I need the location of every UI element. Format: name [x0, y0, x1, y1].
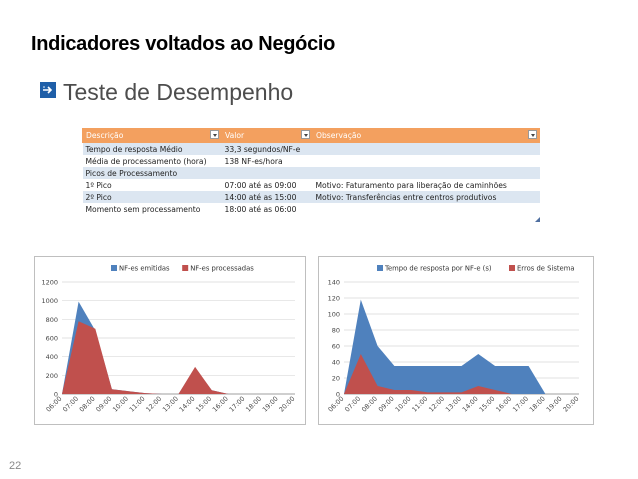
table-cell — [312, 203, 540, 215]
x-tick-label: 09:00 — [377, 395, 396, 414]
column-header-valor: Valor — [221, 128, 313, 143]
table-cell: 33,3 segundos/NF-e — [221, 142, 313, 155]
y-tick-label: 400 — [46, 353, 58, 361]
x-tick-label: 08:00 — [78, 395, 97, 414]
y-tick-label: 80 — [332, 327, 340, 335]
table-cell: 2º Pico — [82, 191, 222, 203]
table-cell: Motivo: Faturamento para liberação de ca… — [312, 179, 540, 191]
performance-table: Descrição Valor Observação Tempo de resp… — [82, 128, 540, 215]
y-tick-label: 800 — [46, 316, 58, 324]
filter-dropdown-icon[interactable] — [528, 130, 537, 139]
table-resize-handle-icon[interactable] — [535, 217, 540, 222]
column-header-label: Descrição — [86, 131, 124, 140]
x-tick-label: 10:00 — [111, 395, 130, 414]
x-tick-label: 19:00 — [261, 395, 280, 414]
table-row: 1º Pico 07:00 até as 09:00 Motivo: Fatur… — [82, 179, 540, 191]
legend-label: NF-es emitidas — [119, 265, 170, 273]
table-cell: Motivo: Transferências entre centros pro… — [312, 191, 540, 203]
column-header-label: Observação — [316, 131, 362, 140]
x-tick-label: 10:00 — [394, 395, 413, 414]
chart-tempo-resposta-erros: 0 20 40 60 80 100 120 140 06:0007:0008:0009:0010… — [318, 256, 594, 425]
y-tick-label: 60 — [332, 343, 340, 351]
legend-swatch — [111, 265, 117, 271]
table-cell: 14:00 até as 15:00 — [221, 191, 313, 203]
area-series-1 — [344, 299, 579, 394]
x-tick-label: 07:00 — [343, 395, 362, 414]
y-tick-label: 0 — [336, 391, 340, 399]
x-tick-label: 13:00 — [161, 395, 180, 414]
column-header-observacao: Observação — [312, 128, 540, 143]
slide-subtitle: Teste de Desempenho — [63, 79, 294, 105]
table-row: Picos de Processamento — [82, 167, 540, 179]
x-tick-label: 15:00 — [194, 395, 213, 414]
column-header-descricao: Descrição — [82, 128, 222, 143]
x-tick-label: 16:00 — [494, 395, 513, 414]
table-cell — [312, 155, 540, 167]
y-tick-label: 120 — [328, 295, 340, 303]
y-tick-label: 100 — [328, 311, 340, 319]
table-cell: 07:00 até as 09:00 — [221, 179, 313, 191]
area-series-2 — [62, 321, 295, 394]
legend-label: NF-es processadas — [190, 265, 254, 273]
x-tick-label: 06:00 — [327, 395, 346, 414]
x-tick-label: 14:00 — [178, 395, 197, 414]
legend-label: Tempo de resposta por NF-e (s) — [384, 265, 492, 273]
x-tick-label: 12:00 — [144, 395, 163, 414]
table-cell — [312, 142, 540, 155]
table-row: 2º Pico 14:00 até as 15:00 Motivo: Trans… — [82, 191, 540, 203]
chart-nfes-emitidas-processadas: 0 200 400 600 800 1000 1200 06:0007:0008:0009:0… — [34, 256, 306, 425]
x-tick-label: 16:00 — [211, 395, 230, 414]
x-tick-label: 09:00 — [94, 395, 113, 414]
x-tick-label: 08:00 — [360, 395, 379, 414]
x-tick-label: 20:00 — [562, 395, 581, 414]
table-cell: Momento sem processamento — [82, 203, 222, 215]
page-number: 22 — [9, 460, 22, 472]
legend-swatch — [182, 265, 189, 271]
y-tick-label: 140 — [328, 279, 340, 287]
x-tick-label: 20:00 — [278, 395, 297, 414]
x-tick-label: 17:00 — [511, 395, 530, 414]
legend-swatch — [509, 265, 515, 271]
table-cell: 1º Pico — [82, 179, 222, 191]
x-tick-label: 18:00 — [244, 395, 263, 414]
arrow-bullet-icon — [40, 82, 56, 98]
x-tick-label: 19:00 — [545, 395, 564, 414]
y-tick-label: 200 — [46, 372, 58, 380]
table-cell — [221, 167, 313, 179]
x-tick-label: 11:00 — [128, 395, 147, 414]
x-tick-label: 12:00 — [427, 395, 446, 414]
area-series-2 — [344, 354, 579, 394]
x-tick-label: 13:00 — [444, 395, 463, 414]
table-cell: Tempo de resposta Médio — [82, 142, 222, 155]
legend-label: Erros de Sistema — [517, 265, 575, 273]
y-tick-label: 1200 — [41, 279, 58, 287]
y-tick-label: 40 — [332, 359, 340, 367]
table-cell: 18:00 até as 06:00 — [221, 203, 313, 215]
table-row: Momento sem processamento 18:00 até as 0… — [82, 203, 540, 215]
y-tick-label: 1000 — [41, 297, 58, 305]
x-tick-label: 06:00 — [45, 395, 64, 414]
table-row: Média de processamento (hora) 138 NF-es/… — [82, 155, 540, 167]
y-tick-label: 20 — [332, 375, 340, 383]
x-tick-label: 15:00 — [478, 395, 497, 414]
table-cell: 138 NF-es/hora — [221, 155, 313, 167]
table-cell — [312, 167, 540, 179]
table-cell: Média de processamento (hora) — [82, 155, 222, 167]
table-cell: Picos de Processamento — [82, 167, 222, 179]
x-tick-label: 07:00 — [61, 395, 80, 414]
x-tick-label: 17:00 — [228, 395, 247, 414]
y-tick-label: 600 — [46, 335, 58, 343]
y-tick-label: 0 — [54, 391, 58, 399]
legend-swatch — [377, 265, 383, 271]
column-header-label: Valor — [225, 131, 245, 140]
filter-dropdown-icon[interactable] — [210, 130, 219, 139]
table-row: Tempo de resposta Médio 33,3 segundos/NF… — [82, 142, 540, 155]
filter-dropdown-icon[interactable] — [301, 130, 310, 139]
x-tick-label: 18:00 — [528, 395, 547, 414]
x-tick-label: 14:00 — [461, 395, 480, 414]
slide-title: Indicadores voltados ao Negócio — [31, 33, 336, 55]
x-tick-label: 11:00 — [410, 395, 429, 414]
